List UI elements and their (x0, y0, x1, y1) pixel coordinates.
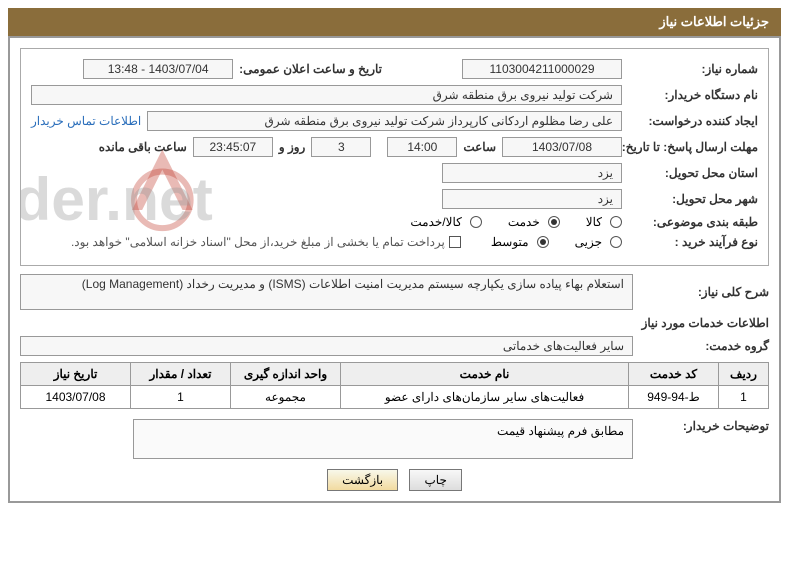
time-remaining: 23:45:07 (193, 137, 273, 157)
radio-service[interactable] (548, 216, 560, 228)
deadline-label: مهلت ارسال پاسخ: تا تاریخ: (628, 140, 758, 154)
announce-value: 1403/07/04 - 13:48 (83, 59, 233, 79)
need-no-label: شماره نیاز: (628, 62, 758, 76)
contact-link[interactable]: اطلاعات تماس خریدار (31, 114, 141, 128)
province: یزد (442, 163, 622, 183)
cell-date: 1403/07/08 (21, 386, 131, 409)
deadline-date: 1403/07/08 (502, 137, 622, 157)
city-label: شهر محل تحویل: (628, 192, 758, 206)
panel-body: شماره نیاز: 1103004211000029 تاریخ و ساع… (8, 36, 781, 503)
cell-row: 1 (719, 386, 769, 409)
cell-name: فعالیت‌های سایر سازمان‌های دارای عضو (341, 386, 629, 409)
th-date: تاریخ نیاز (21, 363, 131, 386)
details-box: شماره نیاز: 1103004211000029 تاریخ و ساع… (20, 48, 769, 266)
th-code: کد خدمت (629, 363, 719, 386)
buyer-org: شرکت تولید نیروی برق منطقه شرق (31, 85, 622, 105)
time-label: ساعت (463, 140, 496, 154)
buyer-org-label: نام دستگاه خریدار: (628, 88, 758, 102)
panel-title: جزئیات اطلاعات نیاز (8, 8, 781, 36)
days-remaining: 3 (311, 137, 371, 157)
announce-label: تاریخ و ساعت اعلان عمومی: (239, 62, 382, 76)
province-label: استان محل تحویل: (628, 166, 758, 180)
th-unit: واحد اندازه گیری (231, 363, 341, 386)
days-label: روز و (279, 140, 306, 154)
th-name: نام خدمت (341, 363, 629, 386)
payment-note: پرداخت تمام یا بخشی از مبلغ خرید،از محل … (71, 235, 445, 249)
cell-code: ط-94-949 (629, 386, 719, 409)
radio-partial-label: جزیی (575, 235, 602, 249)
radio-goods[interactable] (610, 216, 622, 228)
service-group: سایر فعالیت‌های خدماتی (20, 336, 633, 356)
process-group: جزیی متوسط (491, 235, 622, 249)
city: یزد (442, 189, 622, 209)
radio-goods-service-label: کالا/خدمت (410, 215, 461, 229)
th-qty: تعداد / مقدار (131, 363, 231, 386)
th-row: ردیف (719, 363, 769, 386)
creator: علی رضا مظلوم اردکانی کارپرداز شرکت تولی… (147, 111, 622, 131)
radio-partial[interactable] (610, 236, 622, 248)
radio-medium-label: متوسط (491, 235, 529, 249)
services-title: اطلاعات خدمات مورد نیاز (20, 316, 769, 330)
buyer-notes: مطابق فرم پیشنهاد قیمت (133, 419, 633, 459)
deadline-time: 14:00 (387, 137, 457, 157)
process-label: نوع فرآیند خرید : (628, 235, 758, 249)
radio-goods-label: کالا (586, 215, 602, 229)
print-button[interactable]: چاپ (409, 469, 461, 491)
desc-text: استعلام بهاء پیاده سازی یکپارچه سیستم مد… (20, 274, 633, 310)
need-no: 1103004211000029 (462, 59, 622, 79)
desc-label: شرح کلی نیاز: (639, 285, 769, 299)
creator-label: ایجاد کننده درخواست: (628, 114, 758, 128)
back-button[interactable]: بازگشت (327, 469, 398, 491)
radio-goods-service[interactable] (470, 216, 482, 228)
category-label: طبقه بندی موضوعی: (628, 215, 758, 229)
cell-qty: 1 (131, 386, 231, 409)
category-group: کالا خدمت کالا/خدمت (410, 215, 622, 229)
service-group-label: گروه خدمت: (639, 339, 769, 353)
services-table: ردیف کد خدمت نام خدمت واحد اندازه گیری ت… (20, 362, 769, 409)
payment-checkbox[interactable] (449, 236, 461, 248)
cell-unit: مجموعه (231, 386, 341, 409)
radio-medium[interactable] (537, 236, 549, 248)
buyer-notes-label: توضیحات خریدار: (639, 419, 769, 433)
remaining-label: ساعت باقی مانده (99, 140, 187, 154)
radio-service-label: خدمت (508, 215, 540, 229)
table-row: 1 ط-94-949 فعالیت‌های سایر سازمان‌های دا… (21, 386, 769, 409)
